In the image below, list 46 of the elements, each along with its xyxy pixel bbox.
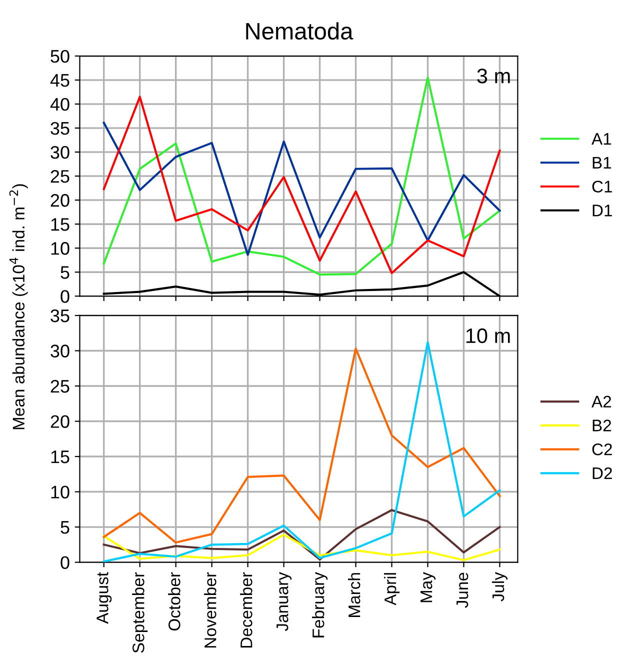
y-tick-label: 5 [60,521,70,534]
y-tick-label: 0 [60,556,70,569]
y-tick-label: 25 [50,380,70,393]
y-tick-label: 45 [50,74,70,87]
x-tick-label: August [96,572,112,624]
annotation: 10 m [466,328,510,344]
line-series [102,534,501,562]
x-tick-label: January [276,572,292,632]
x-tick-label: February [312,572,328,638]
x-tick-label: September [132,572,148,653]
y-tick-label: 20 [50,194,70,207]
y-tick-label: 35 [50,309,70,322]
y-tick-label: 20 [50,415,70,428]
y-tick-label: 10 [51,242,70,255]
line-series [102,509,501,561]
y-tick-label: 30 [50,146,70,159]
y-tick-label: 40 [50,98,70,111]
y-tick-label: 5 [60,266,70,279]
legend-label: C2 [592,443,612,456]
y-tick-label: 30 [50,344,70,358]
y-tick-label: 35 [50,122,70,135]
line-series [102,122,501,256]
x-tick-label: March [348,573,360,617]
y-tick-label: 15 [51,450,70,464]
legend-label: C1 [592,180,612,192]
legend-label: A1 [592,133,612,145]
chart-title: Nematoda [246,22,354,40]
x-tick-label: December [240,572,252,648]
x-tick-label: November [204,572,216,648]
x-tick-label: May [420,572,436,602]
x-tick-label: April [384,573,400,606]
y-tick-label: 10 [51,486,70,498]
x-tick-label: June [456,572,468,608]
legend-label: A2 [592,396,612,408]
y-axis-title: Mean abundance (x10$^{4}$ ind. m$^{−2}$) [9,184,28,430]
legend-label: D1 [592,204,612,216]
legend-label: D2 [592,467,612,479]
x-tick-label: July [492,572,508,602]
annotation: 3 m [477,68,510,84]
y-tick-label: 25 [50,170,70,183]
y-tick-label: 0 [60,290,70,303]
x-tick-label: October [168,572,180,630]
legend-label: B1 [592,156,612,168]
y-tick-label: 15 [51,218,70,231]
y-tick-label: 50 [50,50,70,63]
legend-label: B2 [592,420,612,432]
